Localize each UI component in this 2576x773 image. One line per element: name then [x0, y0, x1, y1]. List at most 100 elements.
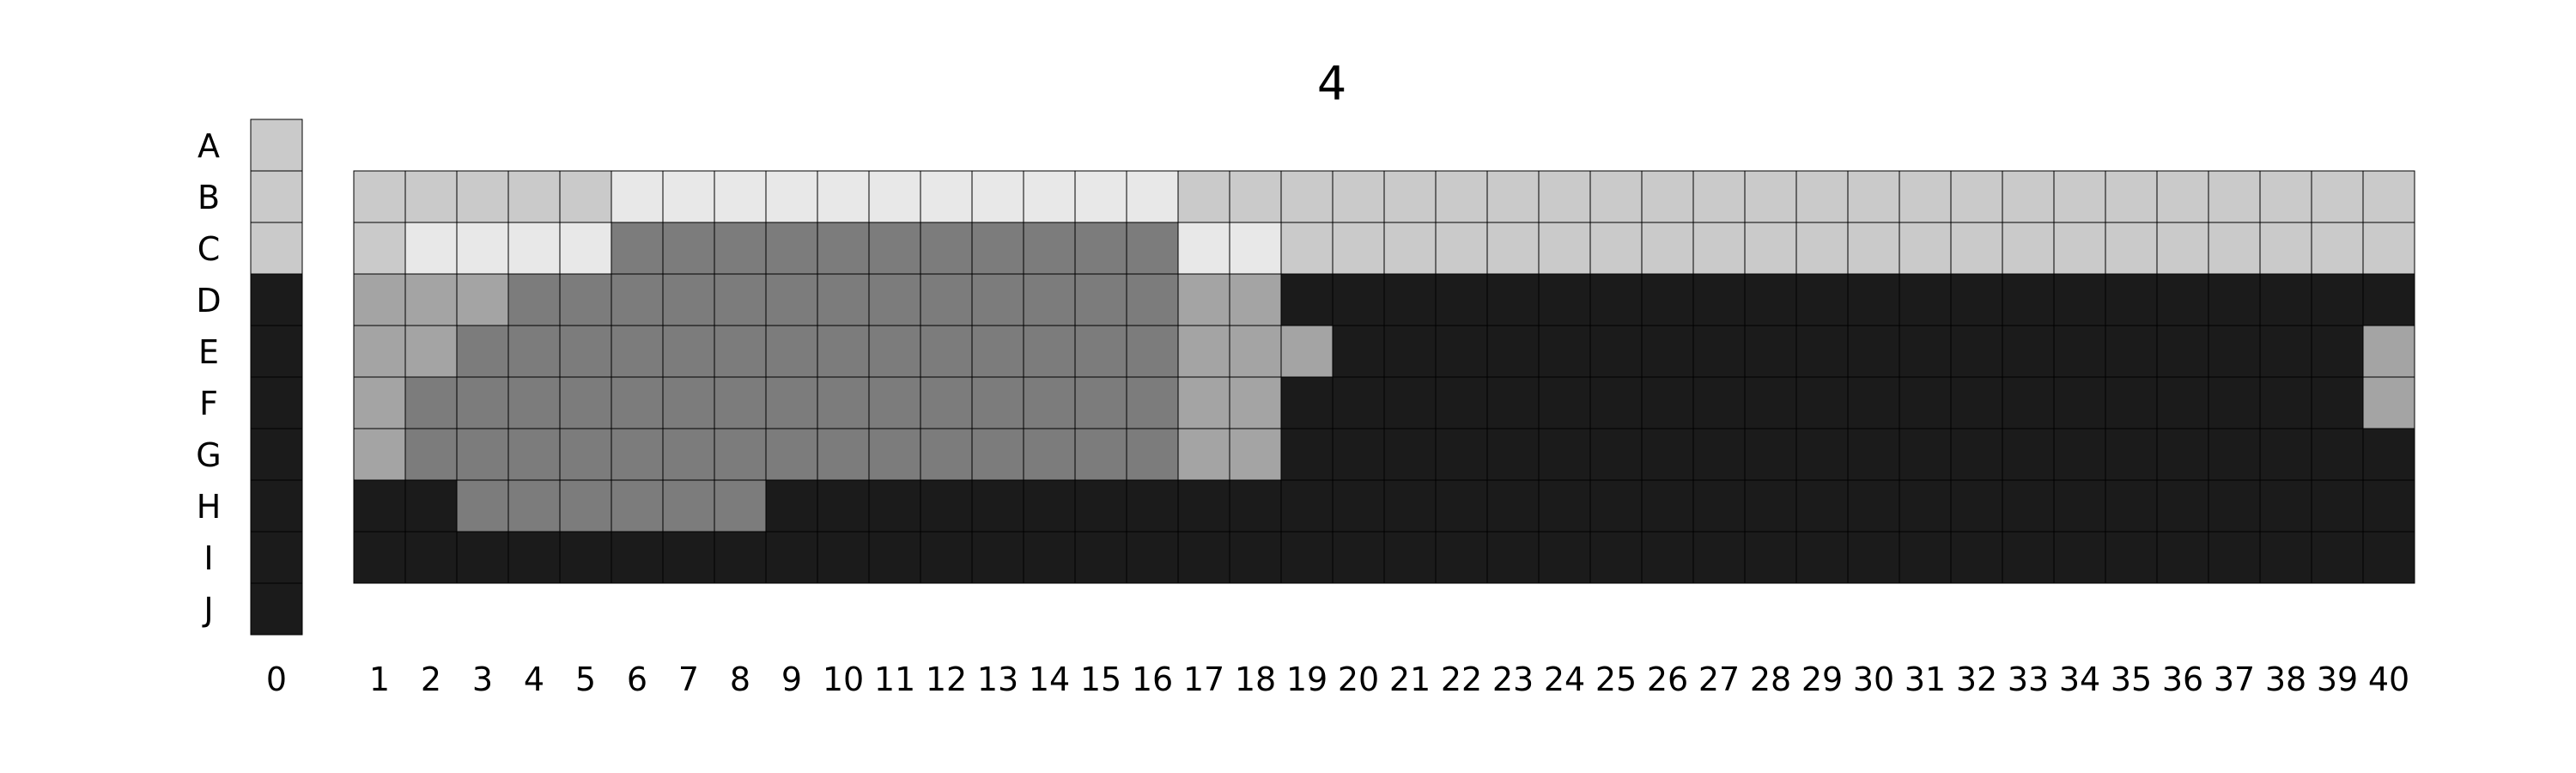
column-label-26: 26	[1647, 660, 1688, 698]
row-label-f: F	[199, 385, 218, 423]
cell-i-4	[507, 531, 561, 584]
column-label-16: 16	[1132, 660, 1173, 698]
cell-d-17	[1177, 273, 1230, 326]
cell-c-15	[1074, 222, 1127, 275]
cell-f-6	[611, 376, 664, 429]
cell-f-39	[2311, 376, 2364, 429]
cell-d-32	[1950, 273, 2003, 326]
cell-f-18	[1229, 376, 1282, 429]
cell-b-18	[1229, 170, 1282, 223]
column-label-8: 8	[730, 660, 750, 698]
column-label-10: 10	[823, 660, 864, 698]
cell-h-23	[1486, 479, 1540, 533]
cell-g-16	[1126, 428, 1179, 481]
cell-f-3	[456, 376, 509, 429]
column-label-31: 31	[1905, 660, 1946, 698]
column-label-1: 1	[369, 660, 390, 698]
cell-i-0	[250, 531, 303, 584]
cell-h-36	[2156, 479, 2209, 533]
cell-e-10	[817, 325, 870, 378]
cell-g-11	[868, 428, 921, 481]
cell-g-39	[2311, 428, 2364, 481]
cell-f-38	[2259, 376, 2312, 429]
cell-i-31	[1899, 531, 1952, 584]
cell-e-36	[2156, 325, 2209, 378]
cell-e-2	[404, 325, 458, 378]
row-label-a: A	[197, 127, 220, 165]
cell-d-31	[1899, 273, 1952, 326]
cell-f-17	[1177, 376, 1230, 429]
cell-d-39	[2311, 273, 2364, 326]
cell-b-30	[1847, 170, 1900, 223]
cell-c-8	[714, 222, 767, 275]
column-0-cells	[250, 119, 303, 636]
cell-h-38	[2259, 479, 2312, 533]
cell-c-9	[765, 222, 818, 275]
cell-h-27	[1692, 479, 1746, 533]
cell-c-30	[1847, 222, 1900, 275]
column-label-6: 6	[627, 660, 647, 698]
cell-j-0	[250, 582, 303, 636]
cell-e-21	[1383, 325, 1437, 378]
cell-c-2	[404, 222, 458, 275]
cell-f-33	[2002, 376, 2055, 429]
cell-g-28	[1744, 428, 1797, 481]
cell-d-25	[1589, 273, 1643, 326]
cell-g-36	[2156, 428, 2209, 481]
cell-i-22	[1435, 531, 1488, 584]
cell-h-15	[1074, 479, 1127, 533]
cell-i-18	[1229, 531, 1282, 584]
cell-c-37	[2208, 222, 2261, 275]
cell-g-34	[2053, 428, 2106, 481]
cell-g-14	[1023, 428, 1076, 481]
cell-h-0	[250, 479, 303, 533]
cell-b-6	[611, 170, 664, 223]
cell-c-35	[2105, 222, 2158, 275]
cell-e-37	[2208, 325, 2261, 378]
column-label-9: 9	[781, 660, 802, 698]
column-label-23: 23	[1492, 660, 1534, 698]
cell-f-37	[2208, 376, 2261, 429]
cell-d-33	[2002, 273, 2055, 326]
cell-e-32	[1950, 325, 2003, 378]
cell-c-32	[1950, 222, 2003, 275]
cell-c-34	[2053, 222, 2106, 275]
cell-h-19	[1280, 479, 1334, 533]
cell-h-29	[1795, 479, 1849, 533]
column-labels: 1 2 3 4 5 6 7 8 9 10 11 12 13 14 15 16 17 18 19 20 21 22 23 24 2…	[369, 660, 2409, 698]
cell-f-7	[662, 376, 715, 429]
cell-e-33	[2002, 325, 2055, 378]
cell-g-30	[1847, 428, 1900, 481]
cell-d-5	[559, 273, 612, 326]
cell-c-40	[2362, 222, 2415, 275]
cell-e-12	[920, 325, 973, 378]
cell-g-27	[1692, 428, 1746, 481]
cell-h-20	[1332, 479, 1385, 533]
cell-i-7	[662, 531, 715, 584]
cell-g-13	[971, 428, 1024, 481]
cell-e-19	[1280, 325, 1334, 378]
cell-f-13	[971, 376, 1024, 429]
cell-c-39	[2311, 222, 2364, 275]
cell-e-3	[456, 325, 509, 378]
chart-title: 4	[1317, 57, 1346, 111]
column-label-35: 35	[2111, 660, 2152, 698]
column-label-39: 39	[2317, 660, 2358, 698]
cell-d-9	[765, 273, 818, 326]
cell-i-8	[714, 531, 767, 584]
cell-c-25	[1589, 222, 1643, 275]
cell-d-21	[1383, 273, 1437, 326]
cell-g-19	[1280, 428, 1334, 481]
cell-c-27	[1692, 222, 1746, 275]
cell-b-32	[1950, 170, 2003, 223]
row-label-c: C	[197, 230, 221, 268]
column-label-30: 30	[1853, 660, 1894, 698]
cell-i-9	[765, 531, 818, 584]
cell-d-22	[1435, 273, 1488, 326]
cell-b-34	[2053, 170, 2106, 223]
cell-d-19	[1280, 273, 1334, 326]
cell-e-8	[714, 325, 767, 378]
cell-f-34	[2053, 376, 2106, 429]
cell-b-9	[765, 170, 818, 223]
